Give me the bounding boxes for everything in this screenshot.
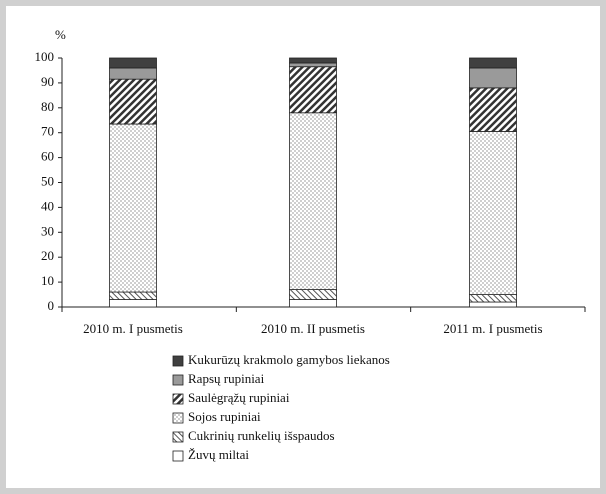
x-tick-label: 2010 m. I pusmetis	[83, 321, 183, 336]
y-tick-label: 20	[41, 248, 54, 263]
legend-swatch	[172, 450, 184, 462]
legend-label: Saulėgrąžų rupiniai	[188, 390, 290, 405]
y-tick-label: 10	[41, 273, 54, 288]
bar-segment	[109, 299, 157, 308]
y-tick-label: 50	[41, 173, 54, 188]
legend-swatch	[172, 412, 184, 424]
y-tick-label: 40	[41, 198, 54, 213]
y-tick-label: 90	[41, 74, 54, 89]
bar-segment	[289, 112, 337, 290]
legend-label: Sojos rupiniai	[188, 409, 261, 424]
bar-segment	[289, 299, 337, 308]
bar-segment	[469, 57, 517, 69]
y-axis-label: %	[55, 27, 66, 42]
y-tick-label: 100	[35, 49, 55, 64]
x-tick-label: 2010 m. II pusmetis	[261, 321, 365, 336]
bar-segment	[109, 57, 157, 69]
bar-segment	[469, 301, 517, 308]
legend-label: Žuvų miltai	[188, 447, 249, 462]
bar-segment	[469, 87, 517, 132]
y-tick-label: 80	[41, 99, 54, 114]
y-tick-label: 60	[41, 149, 54, 164]
x-tick-label: 2011 m. I pusmetis	[443, 321, 542, 336]
bar-segment	[469, 294, 517, 303]
bar-segment	[109, 123, 157, 293]
legend-label: Kukurūzų krakmolo gamybos liekanos	[188, 352, 390, 367]
bar-segment	[289, 57, 337, 64]
y-tick-label: 70	[41, 124, 54, 139]
legend-label: Cukrinių runkelių išspaudos	[188, 428, 335, 443]
bar-segment	[109, 78, 157, 125]
legend-swatch	[172, 374, 184, 386]
legend-swatch	[172, 431, 184, 443]
bar-segment	[109, 291, 157, 300]
y-tick-label: 0	[48, 298, 55, 313]
legend-swatch	[172, 393, 184, 405]
bar-segment	[469, 67, 517, 89]
legend-label: Rapsų rupiniai	[188, 371, 265, 386]
bar-segment	[289, 62, 337, 68]
bar-segment	[109, 67, 157, 80]
y-tick-label: 30	[41, 223, 54, 238]
bar-segment	[289, 289, 337, 300]
bar-segment	[469, 131, 517, 295]
bar-segment	[289, 66, 337, 114]
legend-swatch	[172, 355, 184, 367]
